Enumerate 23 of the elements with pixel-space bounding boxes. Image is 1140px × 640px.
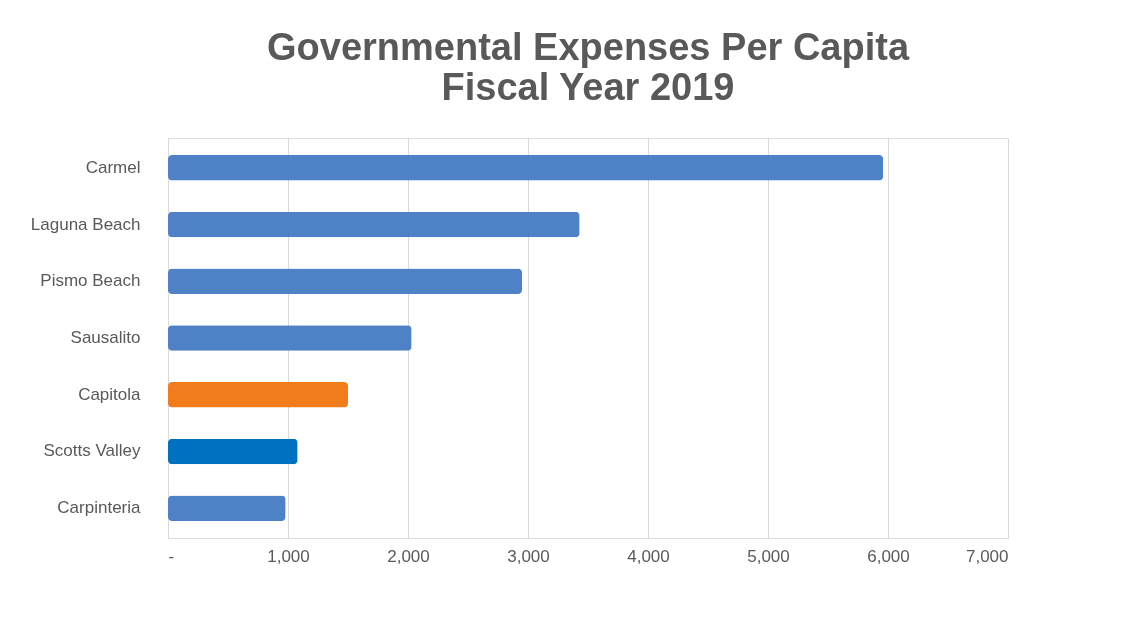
x-tick-label: 3,000 [507,546,550,566]
bar [168,495,286,521]
x-tick-label: 2,000 [387,546,430,566]
y-tick-label: Pismo Beach [40,271,141,291]
y-tick-label: Carmel [85,157,141,177]
y-tick-label: Scotts Valley [43,441,141,461]
x-tick-label: 1,000 [267,546,310,566]
x-tick-label: 7,000 [965,546,1009,566]
bar [168,438,298,465]
text: Governmental Expenses Per Capita [266,26,910,68]
bar [168,268,522,295]
bar [168,381,348,408]
y-tick-label: Sausalito [70,328,141,347]
x-tick-label: 4,000 [627,546,670,566]
y-tick-label: Laguna Beach [30,214,141,234]
bar [168,155,884,181]
x-tick-label: 5,000 [747,546,790,566]
x-tick-label: - [168,546,175,566]
x-tick-label: 6,000 [867,546,910,566]
y-tick-label: Capitola [78,384,142,404]
y-tick-label: Carpinteria [57,498,142,518]
bar [168,325,412,351]
bar [168,211,580,238]
